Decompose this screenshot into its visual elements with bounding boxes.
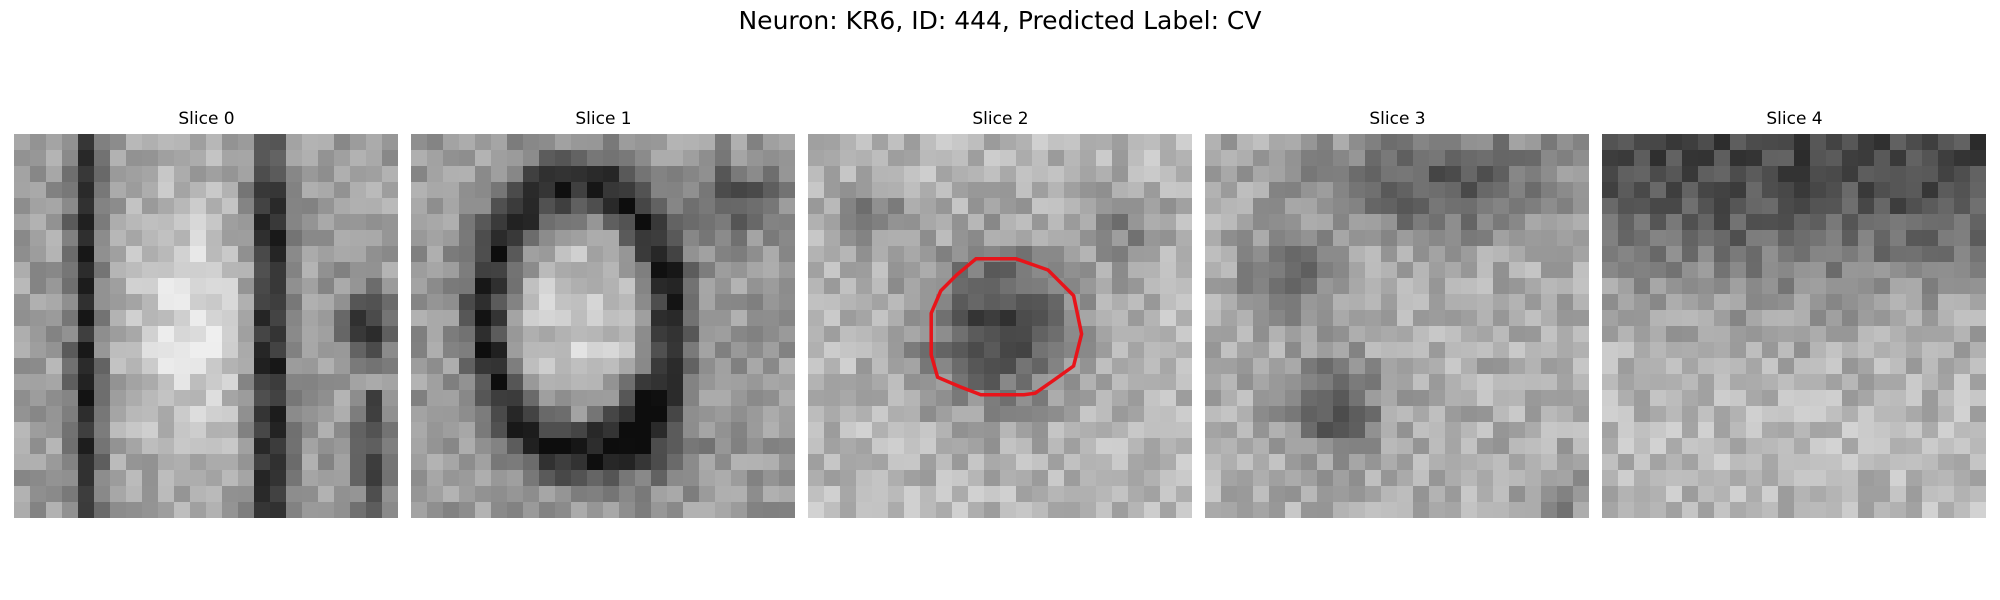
slice-title: Slice 2 <box>972 109 1029 129</box>
slice-title: Slice 1 <box>575 109 632 129</box>
slice-title: Slice 3 <box>1369 109 1426 129</box>
slice-panel-2: Slice 2 <box>808 108 1193 518</box>
slice-panel-4: Slice 4 <box>1602 108 1987 518</box>
slice-panel-0: Slice 0 <box>14 108 399 518</box>
slice-title: Slice 4 <box>1766 109 1823 129</box>
slice-image <box>14 134 398 518</box>
slice-panel-1: Slice 1 <box>411 108 796 518</box>
slice-title: Slice 0 <box>178 109 235 129</box>
slice-image <box>411 134 795 518</box>
slice-panel-3: Slice 3 <box>1205 108 1590 518</box>
slice-image <box>1602 134 1986 518</box>
slice-image <box>808 134 1192 518</box>
slice-image <box>1205 134 1589 518</box>
roi-contour <box>929 257 1084 397</box>
figure-title: Neuron: KR6, ID: 444, Predicted Label: C… <box>738 6 1262 35</box>
